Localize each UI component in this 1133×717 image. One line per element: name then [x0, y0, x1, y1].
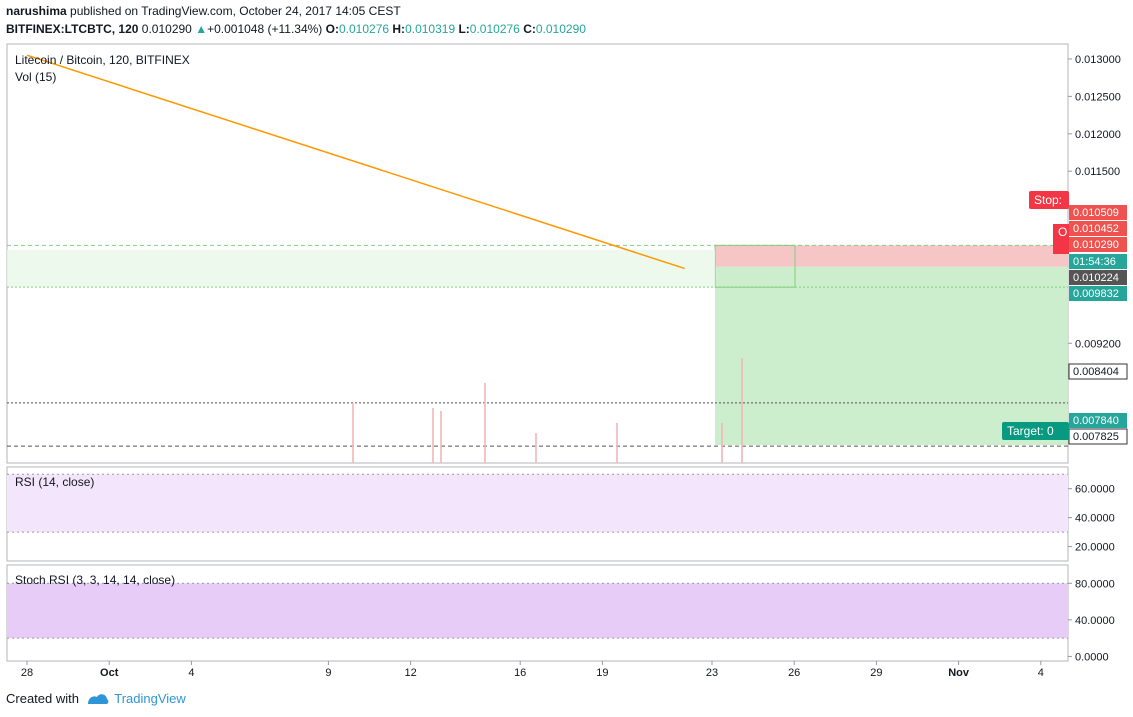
volume-spike — [741, 358, 743, 463]
price-label: 0.010452 — [1073, 223, 1119, 235]
created-with-label: Created with — [6, 691, 79, 706]
change-up-icon: ▲ — [195, 22, 208, 36]
stoch-tick-label: 40.0000 — [1075, 615, 1115, 627]
time-tick-label: Nov — [948, 667, 970, 679]
time-tick-label: 29 — [870, 667, 882, 679]
open-tag: O — [1058, 225, 1067, 239]
price-label: 0.008404 — [1073, 366, 1119, 378]
time-tick-label: 12 — [404, 667, 416, 679]
volume-spike — [535, 433, 537, 463]
price-label: 0.007825 — [1073, 431, 1119, 443]
time-tick-label: 4 — [1038, 667, 1044, 679]
stop-tag-bg — [1029, 191, 1069, 209]
stop-zone — [715, 245, 1068, 267]
time-tick-label: 9 — [325, 667, 331, 679]
high-label: H: — [392, 22, 406, 36]
price-label: 01:54:36 — [1073, 256, 1116, 268]
open-label: O: — [325, 22, 339, 36]
price-label-bg — [1069, 205, 1127, 220]
time-tick-label: 28 — [21, 667, 33, 679]
target-tag-bg — [1002, 422, 1069, 440]
stoch-tick-label: 80.0000 — [1075, 578, 1115, 590]
symbol-label: BITFINEX:LTCBTC, 120 — [6, 22, 139, 36]
volume-spike — [484, 383, 486, 463]
footer: Created with TradingView — [6, 691, 186, 707]
trendline — [26, 54, 685, 270]
chart-title: Litecoin / Bitcoin, 120, BITFINEX — [15, 53, 190, 67]
volume-spike — [440, 411, 442, 463]
price-label-bg — [1069, 413, 1127, 428]
price-label: 0.007840 — [1073, 415, 1119, 427]
stop-tag: Stop: — [1034, 193, 1062, 207]
time-tick-label: 16 — [514, 667, 526, 679]
low-value: 0.010276 — [469, 22, 520, 36]
price-label: 0.010290 — [1073, 239, 1119, 251]
support-zone — [7, 249, 715, 288]
open-tag-bg — [1053, 224, 1069, 254]
time-tick-label: 4 — [188, 667, 194, 679]
low-label: L: — [458, 22, 470, 36]
price-label-bg — [1069, 286, 1127, 301]
volume-spike — [352, 403, 354, 463]
volume-label: Vol (15) — [15, 70, 56, 84]
price-label-bg — [1069, 237, 1127, 252]
volume-spike — [432, 408, 434, 463]
volume-spike — [616, 423, 618, 463]
price-tick-label: 0.012000 — [1075, 129, 1121, 141]
price-label-bg — [1068, 363, 1128, 380]
stoch-tick-label: 0.0000 — [1075, 651, 1109, 663]
author-name[interactable]: narushima — [6, 4, 67, 18]
publish-info: narushima published on TradingView.com, … — [6, 4, 401, 18]
price-tick-label: 0.012500 — [1075, 91, 1121, 103]
price-tick-label: 0.011500 — [1075, 166, 1120, 178]
symbol-info: BITFINEX:LTCBTC, 120 0.010290 ▲+0.001048… — [6, 22, 586, 36]
rsi-tick-label: 40.0000 — [1075, 513, 1115, 525]
price-label-bg — [1069, 270, 1127, 285]
time-tick-label: 19 — [596, 667, 608, 679]
close-value: 0.010290 — [535, 22, 586, 36]
high-value: 0.010319 — [405, 22, 456, 36]
price-tick-label: 0.009200 — [1075, 338, 1121, 350]
rsi-tick-label: 60.0000 — [1075, 484, 1115, 496]
close-label: C: — [523, 22, 536, 36]
rsi-band — [7, 474, 1068, 533]
published-text: published on TradingView.com, October 24… — [70, 4, 401, 18]
price-label-bg — [1069, 221, 1127, 236]
rsi-tick-label: 20.0000 — [1075, 542, 1115, 554]
price-label: 0.010509 — [1073, 207, 1119, 219]
price-label: 0.009832 — [1073, 288, 1119, 300]
target-tag: Target: 0 — [1007, 424, 1054, 438]
time-tick-label: Oct — [100, 667, 119, 679]
volume-spike — [721, 423, 723, 463]
time-tick-label: 23 — [706, 667, 718, 679]
price-tick-label: 0.013000 — [1075, 54, 1121, 66]
volume-bars — [352, 358, 743, 463]
last-price: 0.010290 — [141, 22, 192, 36]
open-value: 0.010276 — [338, 22, 390, 36]
target-zone — [715, 266, 1068, 446]
rsi-title: RSI (14, close) — [15, 475, 94, 489]
price-chart[interactable]: Litecoin / Bitcoin, 120, BITFINEX Vol (15… — [0, 0, 1133, 690]
price-change: +0.001048 (+11.34%) — [207, 22, 323, 36]
time-tick-label: 26 — [788, 667, 800, 679]
price-label-bg — [1069, 254, 1127, 269]
stoch-band — [7, 583, 1068, 639]
tradingview-logo-icon[interactable] — [83, 691, 109, 706]
price-label: 0.010224 — [1073, 272, 1119, 284]
tradingview-brand[interactable]: TradingView — [114, 691, 186, 706]
stoch-title: Stoch RSI (3, 3, 14, 14, close) — [15, 573, 175, 587]
